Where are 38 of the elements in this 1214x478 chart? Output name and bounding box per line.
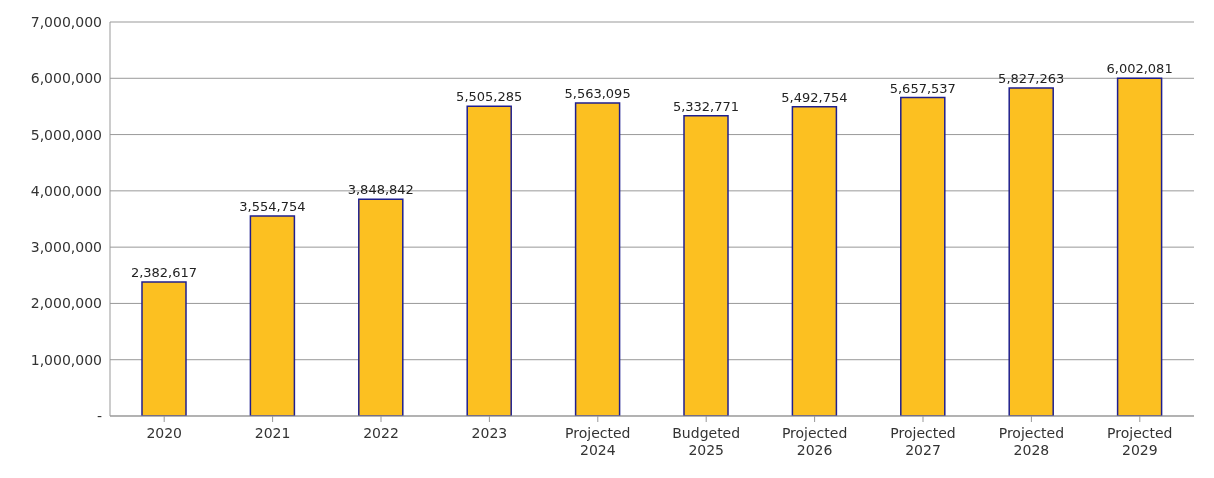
data-label: 5,505,285 [456, 89, 523, 105]
x-tick-label: 2020 [146, 425, 183, 441]
x-tick-label: 2023 [471, 425, 508, 441]
data-label: 2,382,617 [130, 264, 198, 280]
bar [900, 96, 946, 416]
y-tick-label: 4,000,000 [30, 182, 102, 199]
data-label: 5,657,537 [889, 80, 956, 96]
data-label: 5,563,095 [564, 85, 631, 101]
x-tick-label: 2021 [254, 425, 291, 441]
x-tick-label: Projected 2026 [781, 425, 848, 458]
x-tick-label: Budgeted 2025 [672, 425, 741, 458]
data-label: 6,002,081 [1106, 61, 1173, 77]
bar [1008, 87, 1054, 416]
data-label: 3,848,842 [347, 182, 414, 198]
bar [466, 105, 512, 416]
bar [358, 198, 404, 416]
data-label: 5,827,263 [998, 71, 1065, 87]
data-label: 3,554,754 [239, 198, 306, 214]
y-tick-label: 7,000,000 [30, 13, 102, 30]
y-tick-label: 2,000,000 [30, 295, 102, 312]
x-tick-label: 2022 [363, 425, 399, 441]
bar [141, 281, 187, 416]
x-tick-label: Projected 2029 [1107, 425, 1173, 458]
bar [574, 102, 621, 416]
y-tick-label: 5,000,000 [30, 126, 102, 143]
bar [249, 215, 296, 416]
x-tick-label: Projected 2028 [998, 425, 1065, 458]
x-tick-label: Projected 2024 [565, 425, 631, 458]
y-tick-label: 3,000,000 [30, 239, 102, 256]
data-label: 5,492,754 [781, 89, 848, 105]
y-tick-label: 1,000,000 [30, 351, 102, 368]
y-tick-label: 6,000,000 [30, 70, 102, 87]
y-tick-label: - [96, 407, 102, 424]
data-label: 5,332,771 [672, 98, 740, 114]
bar [791, 106, 838, 416]
bar [683, 115, 729, 416]
bar [1116, 77, 1163, 416]
x-tick-label: Projected 2027 [890, 425, 956, 458]
